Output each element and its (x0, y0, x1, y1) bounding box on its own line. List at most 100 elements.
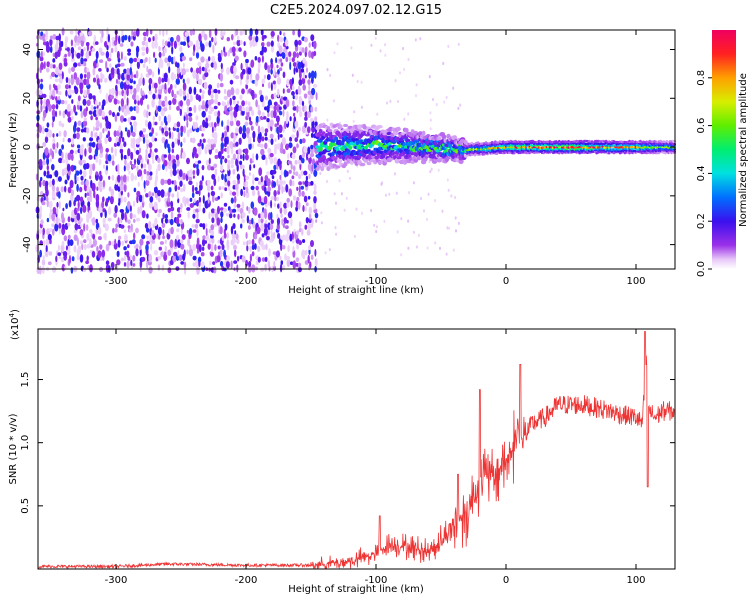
heatmap-cell (168, 105, 172, 111)
heatmap-cell (154, 33, 158, 42)
heatmap-cell (230, 225, 234, 235)
heatmap-cell (182, 82, 187, 91)
heatmap-cell (142, 63, 146, 68)
heatmap-cell (160, 59, 164, 69)
heatmap-cell (309, 212, 312, 220)
y-tick-label: -20 (22, 188, 33, 204)
heatmap-cell (435, 149, 440, 153)
heatmap-cell (118, 125, 122, 133)
heatmap-cell (155, 168, 158, 177)
heatmap-cell (63, 57, 68, 63)
heatmap-cell (114, 114, 118, 122)
heatmap-cell (43, 61, 46, 70)
heatmap-cell (254, 243, 257, 250)
heatmap-cell (132, 263, 136, 267)
heatmap-cell (160, 189, 165, 198)
heatmap-cell (151, 135, 155, 143)
heatmap-cell (101, 30, 104, 38)
heatmap-cell (145, 148, 148, 155)
heatmap-cell (126, 72, 130, 81)
heatmap-cell (105, 147, 109, 153)
heatmap-cell (314, 258, 318, 267)
heatmap-cell (54, 148, 58, 154)
heatmap-cell (384, 193, 387, 197)
heatmap-cell (139, 97, 144, 106)
heatmap-cell (55, 103, 59, 110)
heatmap-cell (88, 209, 93, 219)
heatmap-cell (233, 213, 236, 218)
heatmap-cell (119, 143, 124, 150)
heatmap-cell (298, 240, 303, 246)
heatmap-cell (214, 154, 219, 160)
heatmap-cell (231, 233, 236, 240)
heatmap-cell (87, 201, 91, 208)
heatmap-cell (211, 55, 216, 63)
heatmap-cell (226, 232, 229, 240)
heatmap-cell (136, 165, 139, 172)
heatmap-cell (282, 180, 286, 185)
heatmap-cell (401, 132, 406, 136)
heatmap-cell (308, 83, 311, 91)
heatmap-cell (223, 130, 228, 138)
heatmap-cell (96, 77, 100, 86)
heatmap-cell (201, 66, 205, 72)
heatmap-cell (68, 84, 71, 89)
heatmap-cell (375, 229, 378, 234)
heatmap-cell (439, 246, 441, 250)
heatmap-cell (308, 72, 312, 79)
heatmap-cell (110, 261, 115, 269)
x-tick-label: -100 (365, 276, 388, 287)
heatmap-cell (388, 192, 391, 196)
heatmap-cell (303, 146, 308, 154)
heatmap-cell (201, 175, 204, 182)
heatmap-cell (63, 185, 67, 193)
heatmap-cell (220, 30, 224, 38)
heatmap-cell (311, 87, 316, 96)
heatmap-cell (154, 88, 158, 94)
heatmap-cell (137, 206, 141, 215)
heatmap-cell (207, 138, 212, 144)
heatmap-cell (286, 258, 291, 268)
heatmap-cell (73, 234, 78, 241)
heatmap-cell (79, 254, 84, 263)
heatmap-cell (429, 111, 432, 115)
heatmap-cell (52, 206, 57, 215)
heatmap-cell (65, 89, 68, 97)
heatmap-cell (432, 97, 434, 102)
heatmap-cell (90, 130, 94, 138)
heatmap-cell (201, 238, 206, 247)
heatmap-cell (119, 115, 125, 123)
heatmap-cell (415, 83, 418, 87)
heatmap-cell (42, 93, 47, 99)
heatmap-cell (292, 30, 295, 36)
heatmap-cell (130, 151, 134, 161)
heatmap-cell (38, 158, 43, 167)
heatmap-cell (255, 115, 259, 123)
heatmap-cell (152, 192, 154, 197)
heatmap-cell (158, 85, 162, 90)
heatmap-cell (123, 254, 127, 262)
heatmap-cell (157, 157, 161, 164)
heatmap-cell (291, 231, 294, 240)
heatmap-cell (287, 153, 290, 160)
heatmap-cell (234, 55, 239, 62)
heatmap-cell (70, 76, 75, 86)
heatmap-cell (73, 104, 76, 113)
heatmap-cell (407, 112, 410, 116)
heatmap-cell (267, 186, 272, 192)
heatmap-cell (286, 219, 289, 224)
heatmap-cell (397, 99, 399, 104)
heatmap-cell (280, 260, 284, 265)
heatmap-cell (198, 205, 201, 212)
heatmap-cell (340, 192, 343, 196)
heatmap-cell (70, 189, 75, 197)
heatmap-cell (102, 217, 106, 225)
heatmap-cell (285, 56, 289, 63)
heatmap-cell (314, 106, 318, 112)
heatmap-cell (210, 62, 215, 68)
heatmap-cell (282, 149, 286, 155)
heatmap-cell (279, 58, 283, 63)
heatmap-cell (259, 240, 264, 247)
heatmap-cell (145, 139, 150, 145)
heatmap-cell (205, 117, 208, 123)
